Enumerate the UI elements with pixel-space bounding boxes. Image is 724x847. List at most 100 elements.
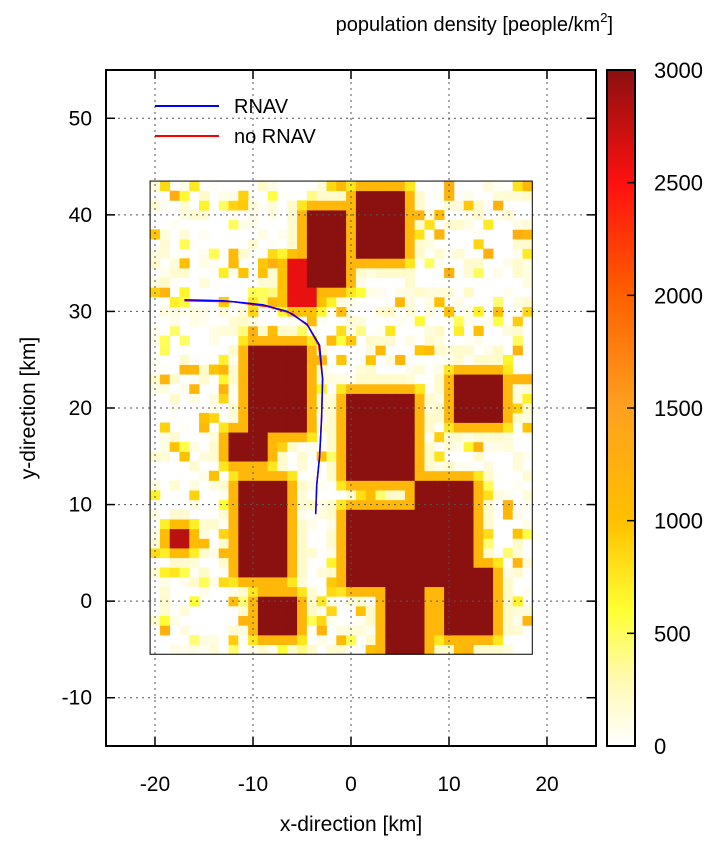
heat-cell <box>444 548 455 559</box>
heat-cell <box>385 634 396 645</box>
heat-cell <box>453 325 465 336</box>
heat-cell <box>493 557 504 568</box>
heat-cell <box>444 393 455 404</box>
heat-cell <box>395 461 406 472</box>
heat-cell <box>218 538 229 549</box>
heat-cell <box>297 548 308 559</box>
heat-cell <box>404 528 416 539</box>
heat-cell <box>473 605 484 617</box>
heat-cell <box>169 219 180 230</box>
heat-cell <box>414 345 425 356</box>
heat-cell <box>395 557 406 568</box>
heat-cell <box>287 422 298 433</box>
heat-cell <box>483 470 494 481</box>
heat-cell <box>346 267 357 279</box>
heat-cell <box>404 335 416 346</box>
heat-cell <box>385 538 396 549</box>
heat-cell <box>277 248 288 259</box>
heat-cell <box>395 615 406 626</box>
heat-cell <box>179 625 190 636</box>
heat-cell <box>248 499 259 510</box>
heat-cell <box>248 548 259 559</box>
heat-cell <box>365 181 376 192</box>
heat-cell <box>493 403 504 414</box>
heat-cell <box>355 258 367 269</box>
heat-cell <box>336 239 347 250</box>
heat-cell <box>444 248 455 259</box>
heat-cell <box>404 190 416 201</box>
heat-cell <box>179 296 190 307</box>
heat-cell <box>444 200 455 211</box>
heat-cell <box>228 490 239 501</box>
heat-cell <box>228 432 239 443</box>
heat-cell <box>453 412 465 423</box>
heat-cell <box>434 383 445 394</box>
heat-cell <box>287 412 298 423</box>
heat-cell <box>453 499 465 510</box>
heat-cell <box>159 287 171 298</box>
heat-cell <box>424 325 435 336</box>
heat-cell <box>238 200 249 211</box>
heat-cell <box>169 480 180 491</box>
heat-cell <box>248 219 259 230</box>
heat-cell <box>502 325 514 336</box>
heat-cell <box>189 364 200 375</box>
heat-cell <box>326 461 337 472</box>
heat-cell <box>385 219 396 230</box>
heat-cell <box>277 364 288 375</box>
heat-cell <box>199 277 210 288</box>
heat-cell <box>306 412 318 423</box>
heat-cell <box>365 364 376 375</box>
heat-cell <box>355 248 367 259</box>
heat-cell <box>277 509 288 520</box>
heat-cell <box>316 296 327 307</box>
x-tick-label: 10 <box>437 773 460 796</box>
heat-cell <box>326 596 337 607</box>
heat-cell <box>424 345 435 356</box>
heat-cell <box>336 393 347 404</box>
heat-cell <box>306 190 318 201</box>
heat-cell <box>169 519 180 530</box>
heat-cell <box>453 200 465 211</box>
heat-cell <box>404 210 416 221</box>
heat-cell <box>463 200 474 211</box>
heat-cell <box>404 306 416 317</box>
heat-cell <box>404 412 416 423</box>
heat-cell <box>493 412 504 423</box>
heat-cell <box>365 441 376 452</box>
heat-cell <box>169 538 180 549</box>
heat-cell <box>267 480 278 491</box>
heat-cell <box>355 412 367 423</box>
heat-cell <box>306 325 318 336</box>
heat-cell <box>297 596 308 607</box>
heat-cell <box>493 586 504 597</box>
heat-cell <box>238 499 249 510</box>
heatmap-extent-frame <box>149 180 533 655</box>
heat-cell <box>189 519 200 530</box>
heat-cell <box>248 412 259 423</box>
heat-cell <box>414 490 425 501</box>
heat-cell <box>385 644 396 655</box>
heat-cell <box>277 393 288 404</box>
heat-cell <box>287 509 298 520</box>
heat-cell <box>453 644 465 655</box>
heat-cell <box>346 567 357 578</box>
heat-cell <box>326 451 337 462</box>
heat-cell <box>238 267 249 279</box>
heat-cell <box>404 374 416 385</box>
heat-cell <box>365 557 376 568</box>
heat-cell <box>297 306 308 317</box>
heat-cell <box>159 605 171 617</box>
heat-cell <box>306 422 318 433</box>
heat-cell <box>326 335 337 346</box>
heat-cell <box>385 403 396 414</box>
heat-cell <box>179 354 190 365</box>
heat-cell <box>179 239 190 250</box>
heat-cell <box>414 393 425 404</box>
heat-cell <box>404 490 416 501</box>
heat-cell <box>453 625 465 636</box>
heat-cell <box>199 229 210 240</box>
heat-cell <box>218 461 229 472</box>
heat-cell <box>365 267 376 279</box>
heat-cell <box>483 219 494 230</box>
